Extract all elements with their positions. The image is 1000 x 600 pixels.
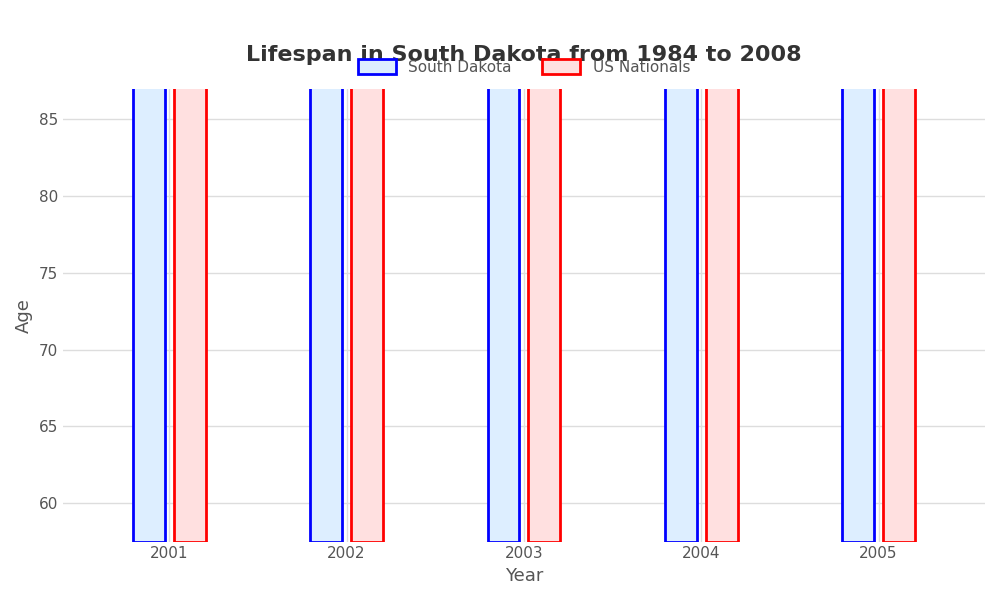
Bar (174, 0, 206, 542)
Bar (488, 0, 519, 542)
Bar (351, 0, 383, 542)
Bar (133, 0, 165, 542)
Bar (665, 0, 697, 542)
Bar (883, 0, 915, 542)
Bar (706, 0, 738, 542)
Bar (310, 0, 342, 542)
Y-axis label: Age: Age (15, 298, 33, 332)
X-axis label: Year: Year (505, 567, 543, 585)
Legend: South Dakota, US Nationals: South Dakota, US Nationals (350, 51, 698, 82)
Bar (842, 0, 874, 542)
Title: Lifespan in South Dakota from 1984 to 2008: Lifespan in South Dakota from 1984 to 20… (246, 45, 802, 65)
Bar (528, 0, 560, 542)
